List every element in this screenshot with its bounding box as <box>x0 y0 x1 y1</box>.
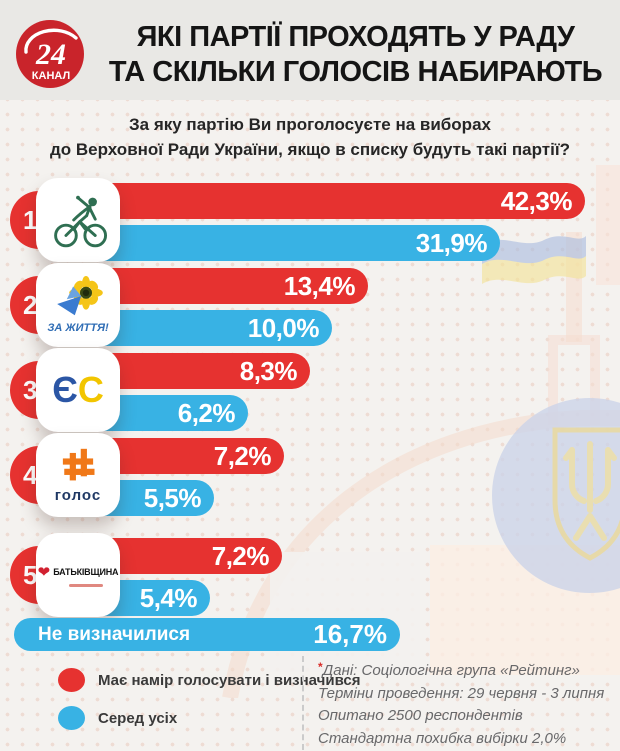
blue-bar-value: 31,9% <box>415 228 488 258</box>
building-silhouette-decor <box>270 552 420 672</box>
sunflower-dove-icon <box>57 276 103 316</box>
rank-number: 1 <box>23 204 38 235</box>
blue-bar-value: 5,5% <box>143 483 202 513</box>
party-logo-card: голос <box>36 433 120 517</box>
rank-number: 2 <box>23 289 38 320</box>
source-line-2: Терміни проведення: 29 червня - 3 липня <box>318 684 605 702</box>
poll-question: За яку партію Ви проголосуєте на виборах… <box>0 112 620 162</box>
red-bar-value: 42,3% <box>500 186 573 216</box>
asterisk-mark: * <box>318 660 323 674</box>
es-monogram-icon: ЄС <box>52 372 104 408</box>
red-bar-value: 7,2% <box>211 541 270 571</box>
logo-number: 24 <box>35 38 66 71</box>
undecided-label: Не визначилися <box>38 624 191 645</box>
legend-item-intend-voters: Має намір голосувати і визначився <box>58 668 361 692</box>
undecided-bar: Не визначилися 16,7% <box>14 618 400 651</box>
page-title: ЯКІ ПАРТІЇ ПРОХОДЯТЬ У РАДУ ТА СКІЛЬКИ Г… <box>98 20 613 90</box>
legend-label: Має намір голосувати і визначився <box>98 671 361 689</box>
channel-24-logo: 24 КАНАЛ <box>16 20 84 88</box>
red-bar-intend-voters: 42,3% <box>60 183 585 219</box>
blue-bar-all-respondents: 31,9% <box>60 225 500 261</box>
ukraine-flag-decor <box>482 236 586 284</box>
party-subtext-line <box>69 584 103 587</box>
source-note: *Дані: Соціологічна група «Рейтинг» Терм… <box>302 656 614 750</box>
source-line-4: Стандартна похибка вибірки 2,0% <box>318 729 567 747</box>
red-bar-value: 7,2% <box>213 441 272 471</box>
blue-bar-value: 5,4% <box>139 583 198 613</box>
red-legend-dot-icon <box>58 668 85 692</box>
es-letter-ye: Є <box>52 369 78 410</box>
title-line-2: ТА СКІЛЬКИ ГОЛОСІВ НАБИРАЮТЬ <box>108 56 603 88</box>
building-tower-decor <box>596 165 620 285</box>
blue-bar-value: 6,2% <box>177 398 236 428</box>
title-line-1: ЯКІ ПАРТІЇ ПРОХОДЯТЬ У РАДУ <box>136 21 575 53</box>
chart-row-4: 7,2% 5,5% 4 голос <box>0 433 620 523</box>
party-logo-card: ❤ БАТЬКІВЩИНА <box>36 533 120 617</box>
rank-number: 3 <box>23 374 38 405</box>
red-bar-value: 8,3% <box>239 356 298 386</box>
party-name-text: ЗА ЖИТТЯ! <box>47 322 109 334</box>
question-line-1: За яку партію Ви проголосуєте на виборах <box>129 115 491 134</box>
green-cyclist-icon <box>54 195 108 248</box>
party-name-text: БАТЬКІВЩИНА <box>53 567 119 577</box>
source-line-3: Опитано 2500 респондентів <box>318 707 523 724</box>
party-name-text: голос <box>54 487 102 504</box>
rank-number: 5 <box>23 559 38 590</box>
logo-label: КАНАЛ <box>32 70 70 82</box>
legend-label: Серед усіх <box>98 709 178 727</box>
chart-row-2: 13,4% 10,0% 2 ЗА ЖИТТЯ! <box>0 263 620 353</box>
header-banner: 24 КАНАЛ ЯКІ ПАРТІЇ ПРОХОДЯТЬ У РАДУ ТА … <box>0 0 620 100</box>
source-line-1: *Дані: Соціологічна група «Рейтинг» <box>318 660 580 679</box>
heart-icon: ❤ <box>37 564 51 581</box>
party-logo-card: ЄС <box>36 348 120 432</box>
party-logo-card <box>36 178 120 262</box>
undecided-value: 16,7% <box>313 619 387 649</box>
chart-row-1: 42,3% 31,9% 1 <box>0 178 620 268</box>
party-logo-card: ЗА ЖИТТЯ! <box>36 263 120 347</box>
orange-hash-icon <box>62 448 95 481</box>
blue-bar-value: 10,0% <box>247 313 320 343</box>
blue-legend-dot-icon <box>58 706 85 730</box>
chart-row-3: 8,3% 6,2% 3 ЄС <box>0 348 620 438</box>
es-letter-es: С <box>77 369 104 410</box>
dome-spire-base-decor <box>548 335 600 425</box>
red-bar-value: 13,4% <box>283 271 356 301</box>
legend-item-all-respondents: Серед усіх <box>58 706 177 730</box>
chart-row-5: 7,2% 5,4% 5 ❤ БАТЬКІВЩИНА <box>0 533 620 623</box>
question-line-2: до Верховної Ради України, якщо в списку… <box>49 140 570 159</box>
trident-emblem-icon <box>552 427 620 561</box>
rank-number: 4 <box>23 459 38 490</box>
